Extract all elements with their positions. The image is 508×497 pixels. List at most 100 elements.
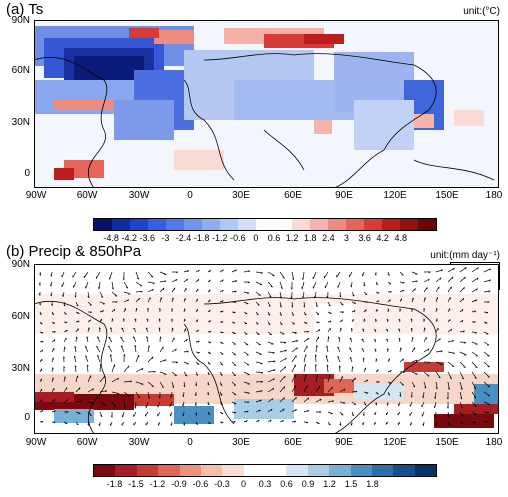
wind-vector bbox=[423, 287, 428, 293]
wind-vector bbox=[86, 364, 89, 373]
wind-vector bbox=[231, 371, 236, 376]
wind-vector-head bbox=[434, 396, 436, 399]
wind-vector bbox=[183, 381, 186, 387]
wind-vector-head bbox=[195, 413, 198, 416]
wind-vector-head bbox=[74, 365, 77, 368]
wind-vector bbox=[135, 401, 137, 409]
wind-vector bbox=[243, 301, 249, 304]
wind-vector-head bbox=[77, 375, 79, 378]
wind-vector bbox=[159, 371, 167, 375]
wind-vector-head bbox=[53, 410, 56, 413]
wind-vector-head bbox=[364, 404, 367, 406]
wind-vector-head bbox=[120, 336, 123, 339]
wind-vector-head bbox=[489, 279, 492, 282]
wind-vector bbox=[75, 336, 77, 343]
wind-vector bbox=[147, 356, 154, 363]
wind-vector bbox=[159, 271, 167, 275]
wind-vector-head bbox=[489, 268, 492, 271]
wind-vector-head bbox=[234, 301, 237, 304]
wind-vector bbox=[87, 327, 90, 333]
wind-vector-head bbox=[164, 359, 167, 362]
wind-vector bbox=[339, 301, 344, 306]
wind-vector bbox=[483, 268, 491, 273]
wind-vector-head bbox=[307, 338, 309, 341]
wind-vector bbox=[459, 297, 464, 303]
wind-vector-head bbox=[50, 274, 52, 277]
wind-vector bbox=[147, 391, 150, 399]
wind-vector bbox=[291, 397, 297, 403]
colorbar-swatch bbox=[292, 219, 310, 230]
wind-vector-head bbox=[163, 287, 165, 291]
wind-vector-head bbox=[402, 358, 404, 361]
wind-vector-head bbox=[436, 308, 438, 311]
wind-vector-head bbox=[305, 421, 309, 424]
wind-vector-head bbox=[341, 319, 343, 322]
wind-vector-head bbox=[415, 280, 418, 283]
wind-vector-head bbox=[331, 400, 334, 403]
colorbar-swatch bbox=[350, 465, 372, 476]
wind-vector bbox=[315, 398, 322, 403]
colorbar-swatch bbox=[112, 219, 130, 230]
wind-vector-head bbox=[422, 423, 424, 426]
wind-vector bbox=[314, 291, 317, 299]
panel-b-x-tick: 30W bbox=[128, 437, 150, 448]
wind-vector-head bbox=[487, 301, 490, 304]
wind-vector-head bbox=[53, 331, 56, 333]
wind-vector bbox=[145, 411, 149, 417]
wind-vector-head bbox=[317, 321, 320, 324]
wind-vector bbox=[435, 371, 441, 379]
wind-vector bbox=[435, 286, 440, 293]
wind-vector bbox=[255, 281, 263, 285]
wind-vector bbox=[315, 336, 319, 343]
wind-vector-head bbox=[268, 305, 271, 307]
wind-vector bbox=[291, 408, 297, 413]
wind-vector bbox=[267, 369, 276, 373]
colorbar-swatch bbox=[346, 219, 364, 230]
wind-vector-head bbox=[473, 422, 477, 424]
wind-vector bbox=[183, 278, 188, 283]
wind-vector bbox=[231, 280, 237, 283]
wind-vector-head bbox=[136, 277, 139, 280]
wind-vector-head bbox=[220, 394, 223, 396]
wind-vector-head bbox=[52, 367, 54, 370]
wind-vector-head bbox=[121, 327, 124, 330]
wind-vector-head bbox=[130, 380, 132, 383]
wind-vector-head bbox=[159, 336, 162, 339]
wind-vector bbox=[279, 375, 286, 383]
wind-vector bbox=[51, 367, 54, 373]
panel-a-title: (a) Ts bbox=[6, 1, 44, 18]
wind-vector-head bbox=[328, 304, 331, 307]
wind-vector-head bbox=[460, 397, 463, 400]
wind-vector-head bbox=[447, 387, 450, 390]
wind-vector-head bbox=[485, 312, 489, 314]
wind-vector-head bbox=[111, 318, 114, 321]
wind-vector-head bbox=[303, 305, 306, 308]
wind-vector bbox=[73, 355, 77, 363]
wind-vector-head bbox=[475, 299, 478, 302]
wind-vector bbox=[471, 341, 478, 345]
wind-vector-head bbox=[341, 311, 344, 314]
wind-vector-head bbox=[66, 399, 69, 402]
colorbar-label: -3.6 bbox=[139, 233, 156, 243]
wind-vector bbox=[231, 351, 237, 356]
wind-vector bbox=[135, 381, 144, 385]
wind-vector-head bbox=[294, 420, 297, 423]
wind-vector-head bbox=[195, 384, 197, 387]
colorbar-label: 1.8 bbox=[303, 233, 317, 243]
wind-vector-head bbox=[440, 350, 443, 353]
wind-vector bbox=[279, 408, 285, 413]
wind-vector-head bbox=[110, 415, 113, 418]
colorbar-swatch bbox=[148, 219, 166, 230]
wind-vector-head bbox=[339, 295, 342, 298]
wind-vector-head bbox=[41, 410, 44, 413]
wind-vector-head bbox=[450, 328, 453, 332]
wind-vector-head bbox=[402, 282, 405, 284]
wind-vector bbox=[363, 367, 366, 373]
wind-vector-head bbox=[221, 310, 224, 313]
wind-vector-head bbox=[485, 322, 488, 324]
wind-vector-head bbox=[38, 283, 41, 286]
wind-vector-head bbox=[172, 297, 174, 300]
panel-b-x-tick: 60W bbox=[76, 437, 98, 448]
wind-vector bbox=[255, 409, 261, 413]
wind-vector-head bbox=[184, 308, 186, 311]
